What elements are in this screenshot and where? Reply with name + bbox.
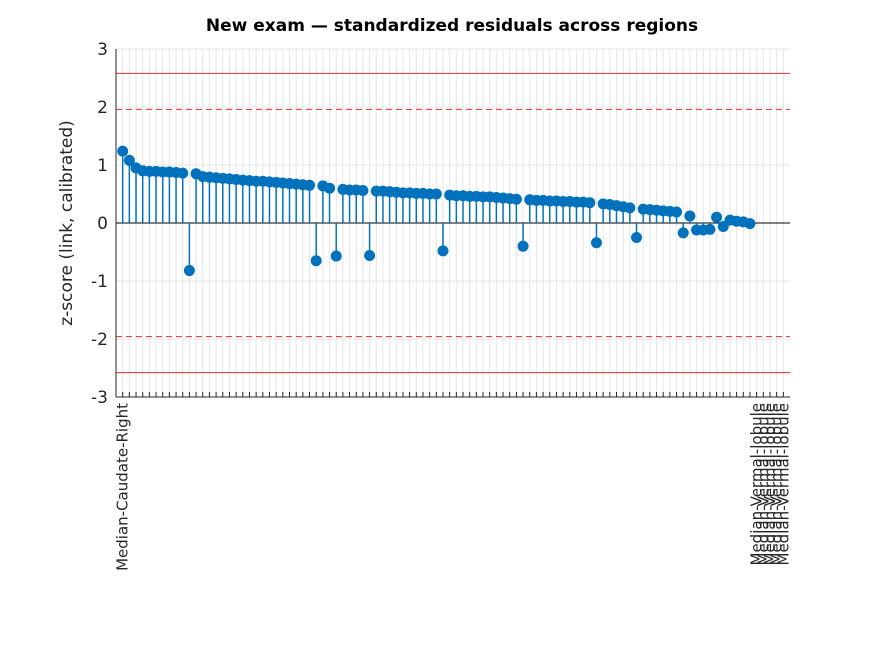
stem bbox=[123, 154, 135, 223]
stem bbox=[364, 223, 376, 261]
x-tick-label: Median-Vermal-lobule bbox=[768, 403, 786, 565]
stem bbox=[711, 211, 723, 223]
stem bbox=[704, 223, 716, 235]
stem-marker bbox=[717, 220, 729, 232]
x-tick-label: Median-Vermal-lobule bbox=[774, 403, 792, 565]
stem bbox=[357, 185, 369, 223]
stem bbox=[177, 167, 189, 223]
stem bbox=[310, 223, 322, 267]
x-tick-label: Median-Vermal-lobule bbox=[761, 403, 779, 565]
chart-title: New exam — standardized residuals across… bbox=[206, 16, 698, 36]
y-tick-label: -3 bbox=[91, 388, 108, 408]
stem-marker bbox=[177, 167, 189, 179]
y-axis-label: z-score (link, calibrated) bbox=[57, 120, 77, 326]
stem bbox=[517, 223, 529, 252]
stem-marker bbox=[671, 206, 683, 218]
stem-marker bbox=[304, 179, 316, 191]
stem bbox=[671, 206, 683, 223]
stem bbox=[437, 223, 449, 257]
stem bbox=[631, 223, 643, 243]
stem bbox=[584, 197, 596, 223]
stem-marker bbox=[517, 240, 529, 252]
stem-marker bbox=[590, 237, 602, 249]
stem-marker bbox=[324, 182, 336, 194]
stem bbox=[684, 210, 696, 223]
stem bbox=[510, 193, 522, 223]
y-tick-label: 3 bbox=[97, 40, 108, 60]
stem-marker bbox=[704, 223, 716, 235]
stem bbox=[324, 182, 336, 223]
stem bbox=[724, 214, 736, 226]
stem-marker bbox=[310, 255, 322, 267]
stem-marker bbox=[430, 188, 442, 200]
stem bbox=[304, 179, 316, 223]
stem-marker bbox=[357, 185, 369, 197]
stem bbox=[624, 202, 636, 223]
y-tick-label: 2 bbox=[97, 98, 108, 118]
stem-marker bbox=[584, 197, 596, 209]
stem bbox=[117, 145, 129, 223]
y-tick-label: 1 bbox=[97, 156, 108, 176]
stem bbox=[183, 223, 195, 277]
x-tick-label: Median-Caudate-Right bbox=[114, 403, 132, 571]
stem-marker bbox=[510, 193, 522, 205]
stem-marker bbox=[744, 218, 756, 230]
x-tick-label: Median-Vermal-lobule bbox=[754, 403, 772, 565]
stem-marker bbox=[437, 245, 449, 257]
stem bbox=[330, 223, 342, 262]
stem-marker bbox=[684, 210, 696, 222]
y-tick-label: -2 bbox=[91, 330, 108, 350]
stem-marker bbox=[677, 227, 689, 239]
y-tick-label: -1 bbox=[91, 272, 108, 292]
stem bbox=[744, 218, 756, 230]
stem-marker bbox=[123, 154, 135, 166]
stem-marker bbox=[711, 211, 723, 223]
stem-marker bbox=[624, 202, 636, 214]
x-tick-label: Median-Vermal-lobule bbox=[748, 403, 766, 565]
y-tick-label: 0 bbox=[97, 214, 108, 234]
stem bbox=[717, 220, 729, 232]
stem-marker bbox=[364, 249, 376, 261]
stem bbox=[430, 188, 442, 223]
stem bbox=[677, 223, 689, 239]
stem-marker bbox=[183, 265, 195, 277]
stem-marker bbox=[117, 145, 129, 157]
stem-marker bbox=[330, 250, 342, 262]
stem-marker bbox=[631, 232, 643, 243]
stem bbox=[590, 223, 602, 249]
